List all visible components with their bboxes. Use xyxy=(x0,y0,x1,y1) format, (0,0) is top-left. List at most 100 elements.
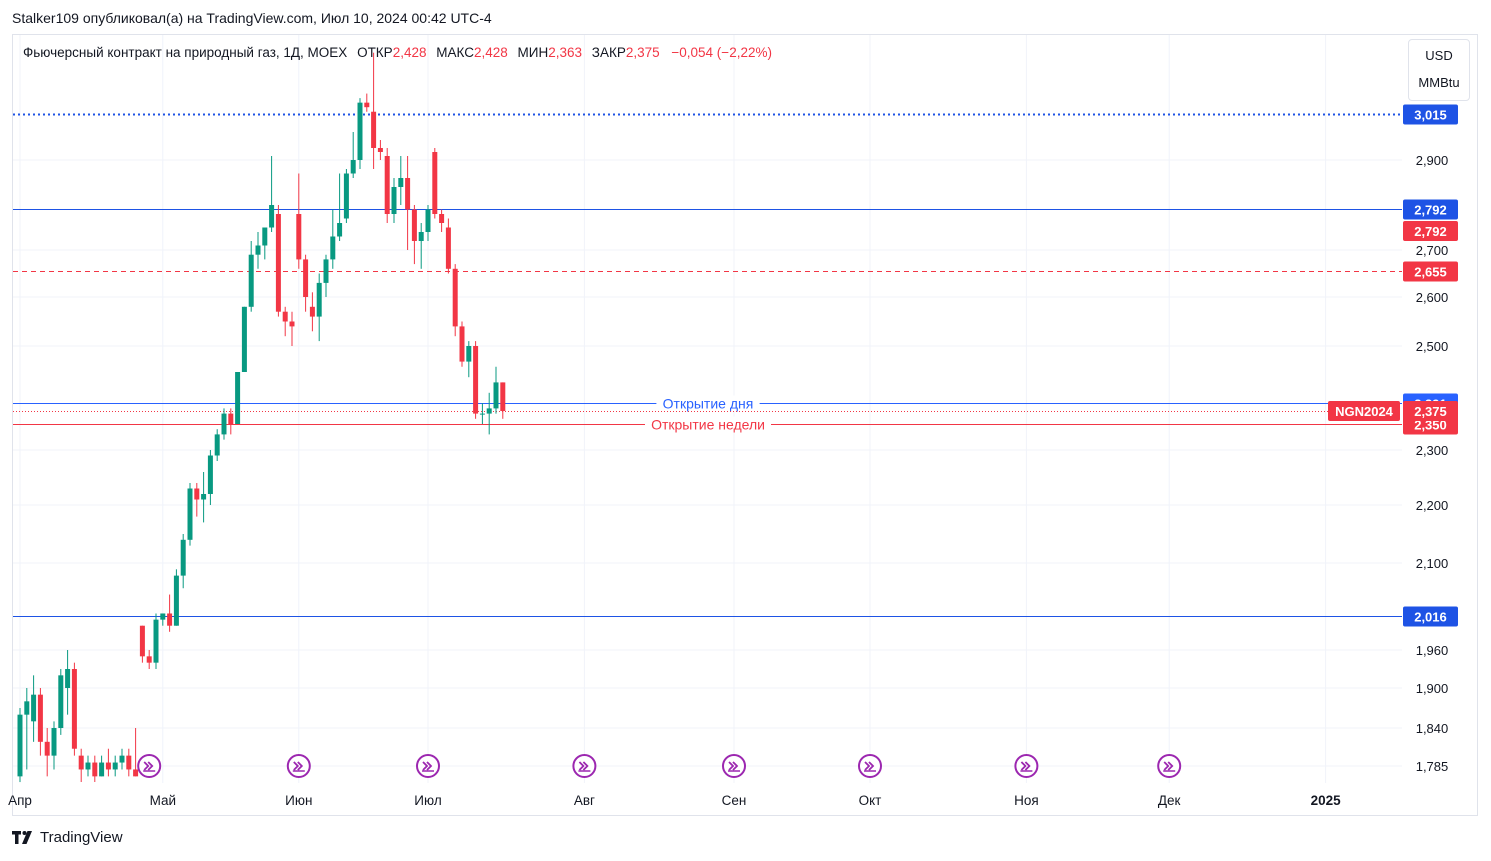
tradingview-logo[interactable]: TradingView xyxy=(12,829,123,846)
level-price-tag-label: 3,015 xyxy=(1414,108,1447,123)
candle xyxy=(37,688,43,756)
candle xyxy=(479,403,485,424)
candle-body xyxy=(445,227,451,269)
candle xyxy=(255,232,261,269)
event-marker-icon xyxy=(572,754,597,778)
candle-body xyxy=(92,762,98,777)
high-label: МАКС xyxy=(436,45,474,60)
event-marker-arrows xyxy=(578,761,589,771)
candle-body xyxy=(350,160,356,174)
candle-body xyxy=(51,728,57,756)
event-marker-arrows xyxy=(728,761,739,771)
candle-body xyxy=(201,494,207,500)
candle xyxy=(384,148,390,223)
symbol-tag xyxy=(1328,401,1400,421)
candle xyxy=(439,209,445,232)
candle-body xyxy=(479,413,485,415)
candle-body xyxy=(452,268,458,327)
x-tick-label: Июл xyxy=(414,793,441,808)
candle-body xyxy=(296,214,302,260)
candle-body xyxy=(85,762,91,770)
measure-unit-label[interactable]: MMBtu xyxy=(1418,75,1460,90)
candle-body xyxy=(398,178,404,187)
candle-body xyxy=(99,762,105,777)
candle xyxy=(24,688,30,770)
candle xyxy=(309,292,315,332)
event-marker-icon xyxy=(1157,754,1182,778)
candle xyxy=(432,148,438,219)
candle xyxy=(337,173,343,241)
price-axis[interactable]: 1,785 1,840 1,900 1,960 2,100 2,200 2,300 2,500… xyxy=(1328,104,1458,775)
y-tick-label: 2,300 xyxy=(1416,443,1449,458)
candle-body xyxy=(439,214,445,223)
candle xyxy=(241,306,247,372)
candle-body xyxy=(309,306,315,317)
candle-body xyxy=(255,245,261,255)
candle xyxy=(146,650,152,669)
candle-body xyxy=(235,372,241,424)
time-axis[interactable]: Апр Май Июн Июл Авг Сен Окт Ноя Дек 2025 xyxy=(8,793,1341,808)
currency-label[interactable]: USD xyxy=(1425,48,1453,63)
candle-body xyxy=(78,755,84,770)
candle-body xyxy=(24,701,30,715)
candle xyxy=(323,254,329,297)
level-price-tag-label: 2,350 xyxy=(1414,418,1447,433)
candle xyxy=(405,156,411,250)
candle xyxy=(316,273,322,342)
candle-body xyxy=(133,769,139,777)
unit-selector[interactable]: USD MMBtu xyxy=(1408,39,1470,101)
candle xyxy=(377,140,383,160)
candle xyxy=(126,748,132,777)
candle-body xyxy=(282,311,288,322)
candle-body xyxy=(187,488,193,540)
event-marker-arrows xyxy=(864,761,875,771)
candle xyxy=(112,755,118,777)
candle xyxy=(262,227,268,260)
candle xyxy=(167,594,173,632)
candle-body xyxy=(214,434,220,456)
x-tick-label: Май xyxy=(150,793,176,808)
tradingview-brand: TradingView xyxy=(40,829,123,846)
x-tick-label: Ноя xyxy=(1014,793,1039,808)
price-tag xyxy=(1403,401,1458,421)
candle-body xyxy=(241,306,247,372)
x-tick-label: Сен xyxy=(722,793,747,808)
candle-body xyxy=(44,741,50,756)
candle xyxy=(17,708,23,782)
symbol-description[interactable]: Фьючерсный контракт на природный газ, 1Д… xyxy=(23,45,348,60)
candle-body xyxy=(391,187,397,214)
y-tick-label: 1,960 xyxy=(1416,643,1449,658)
candle xyxy=(364,93,370,112)
candle xyxy=(500,382,506,419)
high-value: 2,428 xyxy=(473,45,508,60)
candle-body xyxy=(248,254,254,307)
candle xyxy=(99,755,105,777)
candle-body xyxy=(371,111,377,148)
candle xyxy=(418,223,424,269)
y-tick-label: 2,900 xyxy=(1416,153,1449,168)
candle-body xyxy=(65,669,71,688)
price-tag xyxy=(1403,221,1458,241)
candle xyxy=(207,450,213,505)
candle-body xyxy=(405,178,411,210)
candle-body xyxy=(228,413,234,424)
candle-body xyxy=(486,408,492,414)
candle xyxy=(214,429,220,461)
candle xyxy=(58,669,64,735)
y-tick-label: 2,100 xyxy=(1416,556,1449,571)
candle-body xyxy=(289,321,295,327)
published-header: Stalker109 опубликовал(а) на TradingView… xyxy=(12,10,492,26)
chart-pane[interactable] xyxy=(12,34,1478,816)
event-marker-icon xyxy=(1014,754,1039,778)
x-tick-label: Апр xyxy=(8,793,32,808)
candles xyxy=(17,52,506,782)
level-text-background xyxy=(656,395,760,412)
candle xyxy=(493,366,499,414)
candle-body xyxy=(425,209,431,232)
candle-body xyxy=(146,656,152,663)
candle-body xyxy=(316,282,322,317)
candle-body xyxy=(126,755,132,770)
x-tick-label: 2025 xyxy=(1311,793,1342,808)
candle xyxy=(303,254,309,312)
